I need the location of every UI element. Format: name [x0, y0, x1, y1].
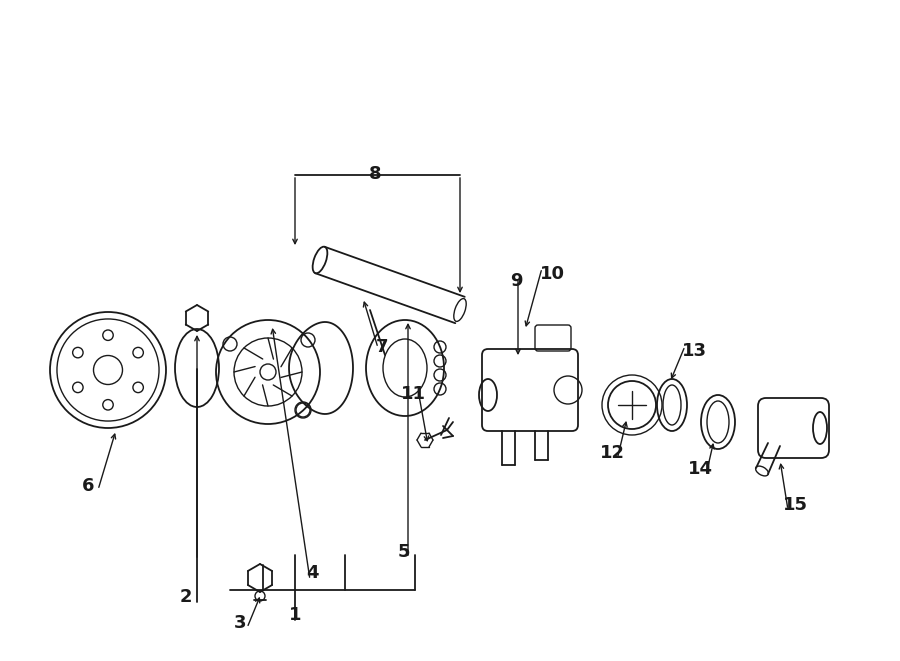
- Text: 9: 9: [509, 272, 522, 290]
- Text: 2: 2: [180, 588, 193, 606]
- Text: 15: 15: [782, 496, 807, 514]
- Text: 12: 12: [599, 444, 625, 462]
- Text: 6: 6: [82, 477, 94, 495]
- Text: 7: 7: [376, 338, 388, 356]
- Text: 11: 11: [400, 385, 426, 403]
- Text: 10: 10: [539, 265, 564, 283]
- Text: 3: 3: [234, 614, 247, 632]
- Text: 13: 13: [681, 342, 706, 360]
- Text: 1: 1: [289, 606, 302, 624]
- Text: 4: 4: [306, 564, 319, 582]
- Text: 5: 5: [398, 543, 410, 561]
- Text: 14: 14: [688, 460, 713, 478]
- Text: 8: 8: [369, 165, 382, 183]
